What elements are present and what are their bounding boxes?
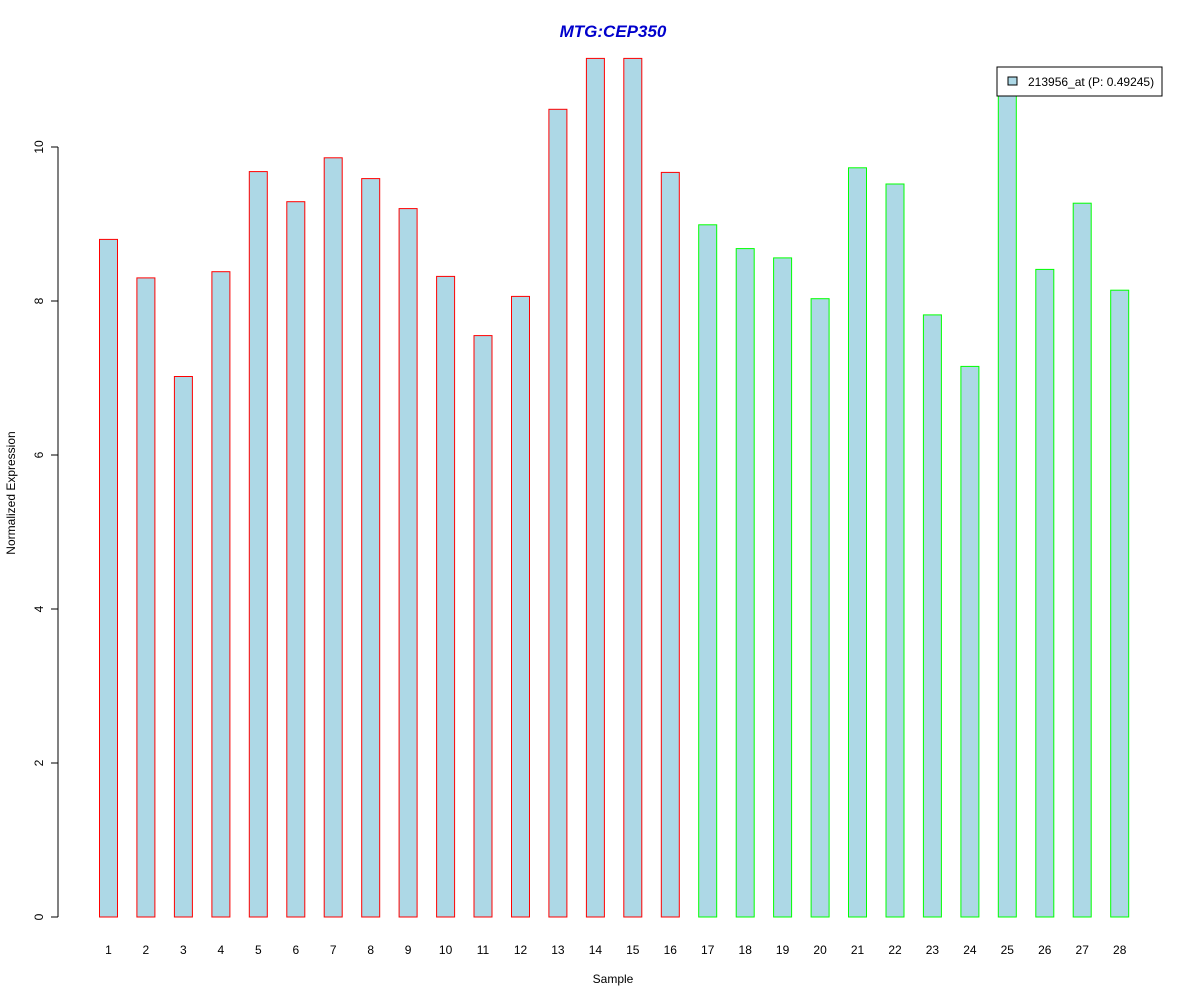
y-tick-label: 10 [32,140,46,154]
x-tick-label: 8 [367,943,374,957]
x-tick-label: 3 [180,943,187,957]
bar-sample-4 [211,271,231,918]
x-tick-label: 6 [292,943,299,957]
y-axis-title: Normalized Expression [4,431,18,554]
bar-sample-23 [922,314,942,918]
x-tick-label: 13 [551,943,565,957]
x-tick-label: 24 [963,943,977,957]
y-tick-label: 2 [32,759,46,766]
bar-sample-19 [773,257,793,918]
bar-sample-26 [1035,268,1055,918]
legend-label: 213956_at (P: 0.49245) [1028,75,1154,89]
x-axis-title: Sample [593,972,634,986]
x-tick-label: 16 [664,943,678,957]
x-tick-label: 19 [776,943,790,957]
bar-sample-25 [997,84,1017,918]
bar-sample-6 [286,201,306,918]
bar-sample-17 [698,224,718,918]
x-tick-label: 27 [1076,943,1090,957]
bar-sample-12 [511,295,530,918]
y-axis: 0 2 4 6 8 10 [32,140,59,920]
bars-group [99,57,1130,918]
bar-sample-24 [960,365,980,918]
x-tick-label: 7 [330,943,337,957]
bar-sample-2 [136,277,156,918]
x-tick-label: 21 [851,943,865,957]
x-tick-label: 12 [514,943,528,957]
bar-sample-8 [361,178,381,918]
bar-sample-16 [660,171,680,918]
bar-sample-28 [1110,289,1130,918]
bar-sample-15 [623,57,643,918]
bar-sample-18 [735,248,755,918]
bar-sample-7 [323,157,343,918]
bar-sample-10 [436,275,456,918]
legend-swatch [1007,76,1018,86]
bar-sample-11 [473,335,493,918]
x-tick-label: 25 [1001,943,1015,957]
x-tick-label: 10 [439,943,453,957]
y-tick-label: 0 [32,913,46,920]
x-tick-label: 9 [405,943,412,957]
y-tick-label: 6 [32,451,46,458]
x-tick-label: 11 [477,943,490,957]
chart-title: MTG:CEP350 [560,22,667,41]
legend-box [996,66,1163,97]
legend: 213956_at (P: 0.49245) [996,66,1163,97]
x-tick-label: 4 [218,943,225,957]
y-tick-label: 4 [32,605,46,612]
bar-sample-3 [173,376,193,918]
x-tick-label: 1 [105,943,112,957]
bar-sample-5 [248,171,268,918]
x-tick-label: 20 [813,943,827,957]
bar-sample-1 [99,238,118,918]
x-tick-label: 18 [739,943,753,957]
bar-sample-22 [885,183,905,918]
bar-sample-13 [548,108,568,918]
x-tick-label: 2 [143,943,150,957]
bar-sample-21 [848,167,867,918]
x-tick-label: 15 [626,943,640,957]
x-tick-label: 17 [701,943,715,957]
bar-sample-9 [398,208,418,918]
x-tick-label: 22 [888,943,902,957]
x-tick-label: 28 [1113,943,1127,957]
bar-sample-27 [1072,202,1092,918]
bar-sample-14 [585,57,605,918]
x-tick-label: 26 [1038,943,1052,957]
y-tick-label: 8 [32,297,46,304]
x-axis-labels: 1 2 3 4 5 6 7 8 9 10 11 12 13 14 15 16 17 18 19 20 21 22 23 24 2… [105,943,1127,957]
x-tick-label: 23 [926,943,940,957]
bar-sample-20 [810,298,830,918]
x-tick-label: 14 [589,943,603,957]
x-tick-label: 5 [255,943,262,957]
